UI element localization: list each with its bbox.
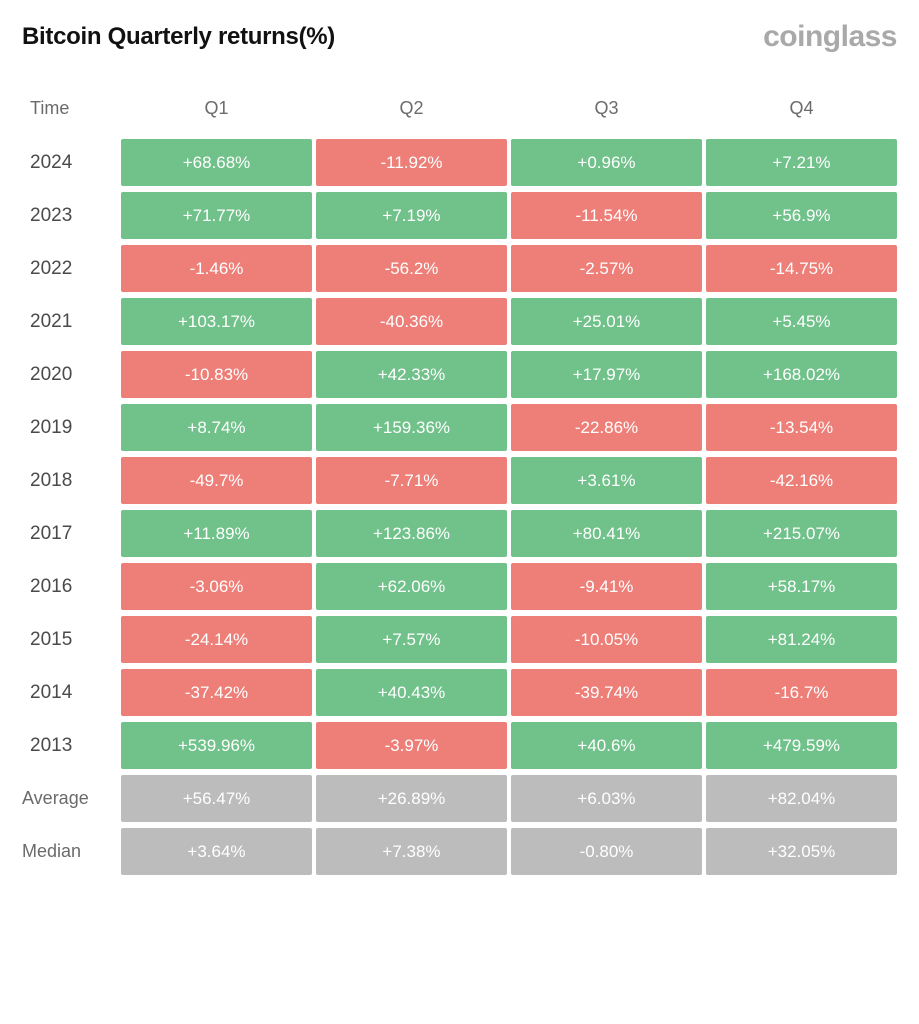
value-cell: -9.41% [511, 563, 702, 610]
summary-cell: -0.80% [511, 828, 702, 875]
value-cell: +8.74% [121, 404, 312, 451]
value-cell: +71.77% [121, 192, 312, 239]
summary-row: Median+3.64%+7.38%-0.80%+32.05% [22, 828, 897, 875]
summary-label: Average [22, 775, 117, 822]
col-header-q4: Q4 [706, 88, 897, 133]
year-label: 2016 [22, 563, 117, 610]
summary-label: Median [22, 828, 117, 875]
value-cell: -10.05% [511, 616, 702, 663]
summary-cell: +32.05% [706, 828, 897, 875]
value-cell: +3.61% [511, 457, 702, 504]
value-cell: -22.86% [511, 404, 702, 451]
col-header-q3: Q3 [511, 88, 702, 133]
value-cell: +80.41% [511, 510, 702, 557]
table-row: 2017+11.89%+123.86%+80.41%+215.07% [22, 510, 897, 557]
value-cell: -3.97% [316, 722, 507, 769]
year-label: 2014 [22, 669, 117, 716]
time-header: Time [22, 88, 117, 133]
header: Bitcoin Quarterly returns(%) coinglass [18, 20, 901, 54]
page-title: Bitcoin Quarterly returns(%) [22, 23, 335, 51]
value-cell: -39.74% [511, 669, 702, 716]
value-cell: -16.7% [706, 669, 897, 716]
col-header-q2: Q2 [316, 88, 507, 133]
value-cell: +539.96% [121, 722, 312, 769]
table-row: 2022-1.46%-56.2%-2.57%-14.75% [22, 245, 897, 292]
value-cell: -13.54% [706, 404, 897, 451]
value-cell: +103.17% [121, 298, 312, 345]
value-cell: +81.24% [706, 616, 897, 663]
value-cell: +215.07% [706, 510, 897, 557]
value-cell: +0.96% [511, 139, 702, 186]
value-cell: -1.46% [121, 245, 312, 292]
value-cell: -37.42% [121, 669, 312, 716]
value-cell: +40.6% [511, 722, 702, 769]
summary-cell: +7.38% [316, 828, 507, 875]
value-cell: +56.9% [706, 192, 897, 239]
year-label: 2020 [22, 351, 117, 398]
year-label: 2013 [22, 722, 117, 769]
table-row: 2021+103.17%-40.36%+25.01%+5.45% [22, 298, 897, 345]
year-label: 2022 [22, 245, 117, 292]
year-label: 2017 [22, 510, 117, 557]
table-header-row: Time Q1 Q2 Q3 Q4 [22, 88, 897, 133]
value-cell: -14.75% [706, 245, 897, 292]
value-cell: -11.92% [316, 139, 507, 186]
value-cell: -49.7% [121, 457, 312, 504]
summary-cell: +56.47% [121, 775, 312, 822]
value-cell: -24.14% [121, 616, 312, 663]
value-cell: +42.33% [316, 351, 507, 398]
value-cell: +11.89% [121, 510, 312, 557]
value-cell: +40.43% [316, 669, 507, 716]
value-cell: +168.02% [706, 351, 897, 398]
value-cell: -40.36% [316, 298, 507, 345]
col-header-q1: Q1 [121, 88, 312, 133]
value-cell: -42.16% [706, 457, 897, 504]
table-row: 2015-24.14%+7.57%-10.05%+81.24% [22, 616, 897, 663]
value-cell: +25.01% [511, 298, 702, 345]
year-label: 2019 [22, 404, 117, 451]
summary-cell: +3.64% [121, 828, 312, 875]
value-cell: +159.36% [316, 404, 507, 451]
table-row: 2024+68.68%-11.92%+0.96%+7.21% [22, 139, 897, 186]
table-row: 2023+71.77%+7.19%-11.54%+56.9% [22, 192, 897, 239]
value-cell: +17.97% [511, 351, 702, 398]
summary-row: Average+56.47%+26.89%+6.03%+82.04% [22, 775, 897, 822]
summary-cell: +26.89% [316, 775, 507, 822]
value-cell: -56.2% [316, 245, 507, 292]
value-cell: -3.06% [121, 563, 312, 610]
table-row: 2019+8.74%+159.36%-22.86%-13.54% [22, 404, 897, 451]
table-row: 2013+539.96%-3.97%+40.6%+479.59% [22, 722, 897, 769]
value-cell: +479.59% [706, 722, 897, 769]
year-label: 2015 [22, 616, 117, 663]
year-label: 2023 [22, 192, 117, 239]
value-cell: +7.19% [316, 192, 507, 239]
summary-cell: +82.04% [706, 775, 897, 822]
table-row: 2018-49.7%-7.71%+3.61%-42.16% [22, 457, 897, 504]
value-cell: +7.21% [706, 139, 897, 186]
value-cell: +58.17% [706, 563, 897, 610]
table-row: 2020-10.83%+42.33%+17.97%+168.02% [22, 351, 897, 398]
table-row: 2016-3.06%+62.06%-9.41%+58.17% [22, 563, 897, 610]
value-cell: -2.57% [511, 245, 702, 292]
year-label: 2018 [22, 457, 117, 504]
value-cell: +7.57% [316, 616, 507, 663]
table-row: 2014-37.42%+40.43%-39.74%-16.7% [22, 669, 897, 716]
value-cell: -10.83% [121, 351, 312, 398]
year-label: 2021 [22, 298, 117, 345]
brand-logo: coinglass [763, 20, 897, 54]
summary-cell: +6.03% [511, 775, 702, 822]
value-cell: -7.71% [316, 457, 507, 504]
value-cell: +62.06% [316, 563, 507, 610]
value-cell: +68.68% [121, 139, 312, 186]
year-label: 2024 [22, 139, 117, 186]
returns-table: Time Q1 Q2 Q3 Q4 2024+68.68%-11.92%+0.96… [18, 82, 901, 881]
value-cell: -11.54% [511, 192, 702, 239]
value-cell: +5.45% [706, 298, 897, 345]
value-cell: +123.86% [316, 510, 507, 557]
